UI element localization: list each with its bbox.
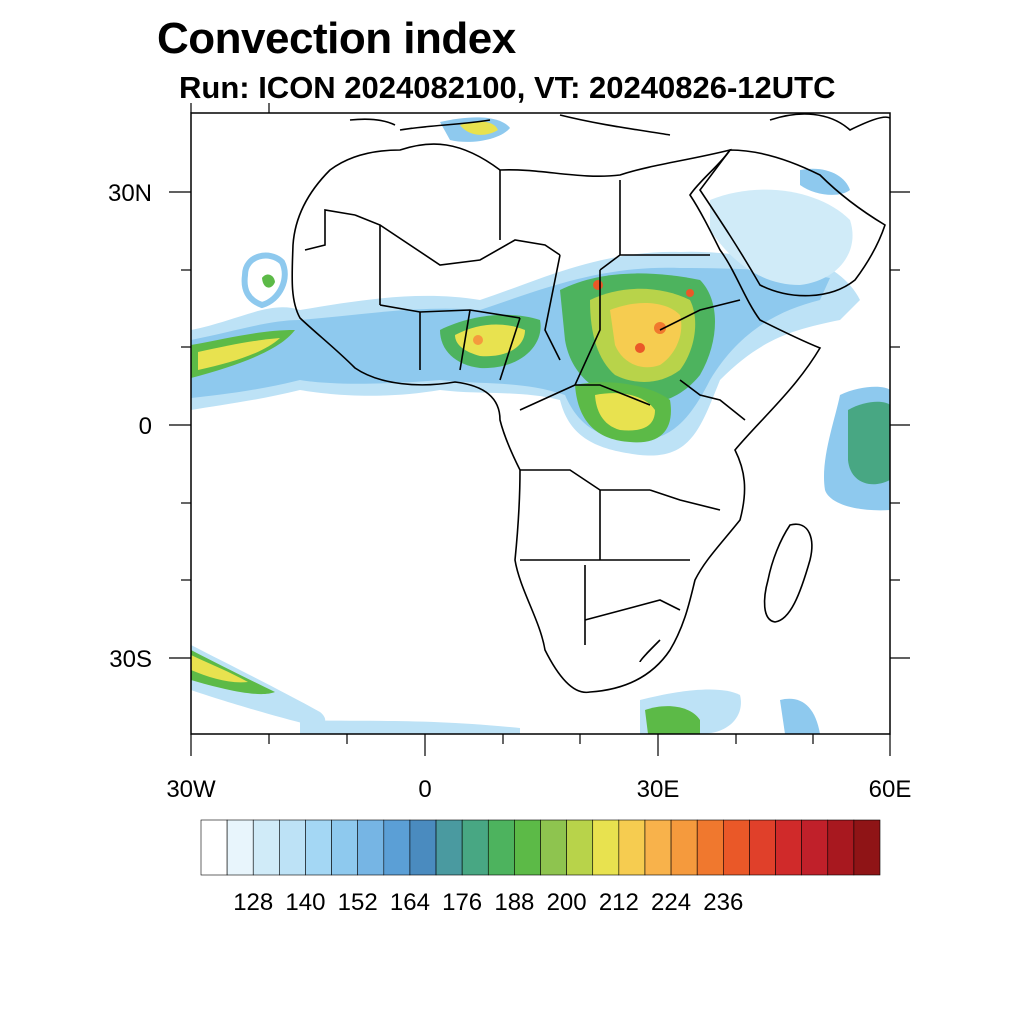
- lat-label-30s: 30S: [109, 646, 152, 673]
- colorbar-swatch: [853, 819, 881, 876]
- colorbar-swatch: [226, 819, 254, 876]
- colorbar-swatch: [749, 819, 776, 876]
- colorbar-swatch: [723, 819, 750, 876]
- colorbar-swatch: [279, 819, 306, 876]
- map-frame: [190, 112, 891, 735]
- colorbar-tick-label: 212: [598, 889, 639, 916]
- colorbar-tick-label: 140: [285, 889, 326, 916]
- colorbar-tick-label: 188: [494, 889, 535, 916]
- coastlines-borders: [291, 113, 890, 694]
- colorbar-tick-label: 152: [337, 889, 378, 916]
- colorbar-swatch: [618, 819, 646, 876]
- colorbar-swatch: [592, 819, 620, 876]
- chart-subtitle: Run: ICON 2024082100, VT: 20240826-12UTC: [179, 70, 836, 105]
- lon-label-60e: 60E: [868, 776, 912, 803]
- lat-label-0: 0: [138, 413, 152, 440]
- colorbar-swatch: [801, 819, 829, 876]
- lon-label-30e: 30E: [636, 776, 680, 803]
- axis-ticks: [169, 103, 910, 756]
- colorbar-tick-label: 176: [442, 889, 483, 916]
- colorbar-swatch: [331, 819, 358, 876]
- colorbar-swatch: [775, 819, 802, 876]
- colorbar-swatch: [696, 819, 724, 876]
- colorbar-tick-label: 128: [233, 889, 274, 916]
- colorbar-swatch: [200, 819, 228, 876]
- colorbar: [200, 819, 881, 876]
- colorbar-swatch: [409, 819, 437, 876]
- colorbar-tick-label: 164: [389, 889, 430, 916]
- colorbar-swatch: [827, 819, 855, 876]
- colorbar-tick-label: 224: [651, 889, 692, 916]
- convection-field: [191, 117, 890, 734]
- colorbar-swatch: [461, 819, 489, 876]
- colorbar-swatch: [487, 819, 515, 876]
- lon-label-30w: 30W: [166, 776, 216, 803]
- colorbar-swatch: [670, 819, 698, 876]
- colorbar-tick-label: 236: [703, 889, 744, 916]
- colorbar-swatch: [305, 819, 332, 876]
- lat-label-30n: 30N: [107, 180, 152, 207]
- chart-title: Convection index: [157, 14, 516, 63]
- colorbar-swatch: [383, 819, 411, 876]
- colorbar-swatch: [540, 819, 567, 876]
- colorbar-swatch: [357, 819, 385, 876]
- colorbar-swatch: [435, 819, 463, 876]
- colorbar-swatch: [644, 819, 672, 876]
- colorbar-swatch: [252, 819, 280, 876]
- colorbar-tick-label: 200: [546, 889, 587, 916]
- colorbar-swatch: [514, 819, 541, 876]
- lon-label-0: 0: [418, 776, 432, 803]
- colorbar-swatch: [566, 819, 594, 876]
